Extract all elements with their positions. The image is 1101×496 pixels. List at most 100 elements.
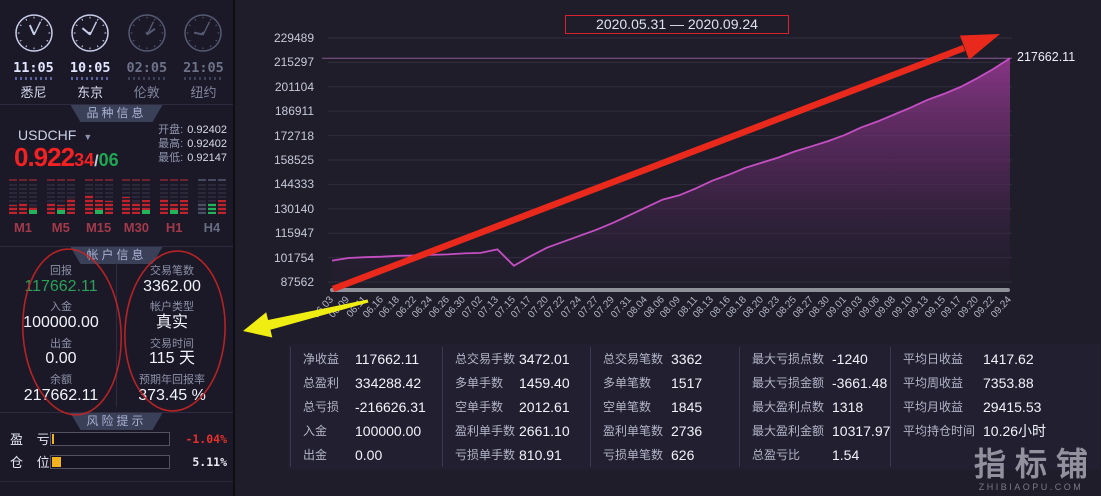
- stats-group-1: 净收益 117662.11 总盈利 334288.42 总亏损 -216626.31 入金 1…: [290, 347, 426, 467]
- y-axis-tick: 158525: [273, 153, 314, 167]
- stat-row: 最大亏损金额 -3661.48: [752, 371, 890, 395]
- account-stat-value: 217662.11: [23, 386, 99, 404]
- y-axis-tick: 115947: [274, 226, 314, 240]
- account-stat-label: 出金: [50, 337, 72, 350]
- account-stat: 预期年回报率 373.45 %: [117, 374, 227, 405]
- stat-row: 平均日收益 1417.62: [903, 347, 1046, 371]
- stat-value: 117662.11: [355, 351, 420, 367]
- watermark-url: ZHIBIAOPU.COM: [978, 482, 1084, 492]
- stat-label: 总交易笔数: [603, 352, 664, 366]
- stat-value: 2736: [671, 423, 703, 439]
- stat-value: 7353.88: [983, 375, 1034, 391]
- stat-value: -1240: [832, 351, 868, 367]
- stat-value: 1417.62: [983, 351, 1034, 367]
- stat-row: 净收益 117662.11: [303, 347, 426, 371]
- sidebar: 11:05 悉尼 10:05 东京 02:05 伦敦 21:05 纽约 品种信息 USDCHF…: [0, 0, 235, 496]
- mini-bars: [157, 179, 191, 214]
- account-stat-value: 100000.00: [23, 313, 99, 331]
- mini-bars: [82, 179, 116, 214]
- symbol-selector[interactable]: USDCHF ▼: [18, 127, 92, 143]
- mini-bars: [44, 179, 78, 214]
- stats-group-5: 平均日收益 1417.62 平均周收益 7353.88 平均月收益 29415.53 平均持…: [890, 347, 1046, 467]
- clock-city: 伦敦: [133, 85, 160, 100]
- stat-label: 盈利单手数: [455, 424, 516, 438]
- account-stat-value: 真实: [155, 313, 188, 331]
- risk-row-1: 盈 亏 -1.04%: [10, 431, 227, 447]
- mini-bars: [195, 179, 229, 214]
- stat-label: 平均日收益: [903, 352, 964, 366]
- stat-value: 1318: [832, 399, 864, 415]
- timeframe-M5[interactable]: M5: [44, 179, 78, 235]
- stat-value: 1.54: [832, 447, 860, 463]
- stat-row: 总交易笔数 3362: [603, 347, 702, 371]
- clock-dots: [14, 77, 53, 80]
- stats-group-4: 最大亏损点数 -1240 最大亏损金额 -3661.48 最大盈利点数 1318 最大盈利金…: [739, 347, 890, 467]
- stat-row: 最大盈利金额 10317.97: [752, 419, 890, 443]
- stat-value: 334288.42: [355, 375, 422, 391]
- timeframe-H1[interactable]: H1: [157, 179, 191, 235]
- timeframe-H4[interactable]: H4: [195, 179, 229, 235]
- ohl-block: 开盘: 0.92402 最高: 0.92402 最低: 0.92147: [158, 123, 227, 165]
- y-axis-tick: 101754: [273, 251, 314, 265]
- stat-row: 总交易手数 3472.01: [455, 347, 570, 371]
- high-row: 最高: 0.92402: [158, 138, 227, 150]
- clock-city: 纽约: [190, 85, 217, 100]
- symbol-section-header: 品种信息: [0, 104, 233, 121]
- account-stat-value: 117662.11: [24, 277, 98, 295]
- main-panel: 2020.05.31 — 2020.09.24 217662.11 净收益 117…: [235, 0, 1101, 496]
- account-col-right: 交易笔数 3362.00 帐户类型 真实 交易时间 115 天预期年回报率 373.45 %: [116, 263, 227, 407]
- final-balance-label: 217662.11: [1017, 50, 1076, 64]
- timeframe-label: H1: [165, 220, 183, 235]
- risk-gauge-fill: [52, 456, 62, 467]
- account-stat: 交易时间 115 天: [117, 338, 227, 369]
- clock-dots: [127, 77, 166, 80]
- y-axis-tick: 130140: [273, 202, 314, 216]
- stat-row: 空单笔数 1845: [603, 395, 702, 419]
- risk-value: 5.11%: [192, 454, 227, 469]
- risk-gauge: [50, 454, 170, 469]
- bid-price: 0.92234/06: [14, 142, 119, 172]
- chart-scrollbar[interactable]: [330, 288, 1010, 292]
- equity-curve-chart: [322, 37, 1012, 283]
- account-section-header: 帐户信息: [0, 246, 233, 263]
- y-axis-tick: 201104: [274, 80, 314, 94]
- stat-label: 多单笔数: [603, 376, 652, 390]
- stat-value: 10.26小时: [983, 423, 1047, 439]
- risk-value: -1.04%: [185, 431, 227, 446]
- account-info: 回报 117662.11 入金 100000.00 出金 0.00 余额 217662.11 …: [6, 263, 227, 407]
- timeframe-M15[interactable]: M15: [82, 179, 116, 235]
- open-row: 开盘: 0.92402: [158, 124, 227, 136]
- high-value: 0.92402: [187, 138, 227, 150]
- date-range-text: 2020.05.31 — 2020.09.24: [596, 16, 758, 32]
- y-axis-tick: 186911: [274, 104, 314, 118]
- stat-label: 总盈亏比: [752, 448, 801, 462]
- y-axis-tick: 172718: [273, 129, 314, 143]
- stat-row: 多单手数 1459.40: [455, 371, 570, 395]
- timeframe-label: M5: [51, 220, 70, 235]
- clock-time: 02:05: [126, 60, 168, 76]
- section-title-risk: 风险提示: [70, 413, 162, 430]
- price-main: 0.922: [14, 142, 75, 172]
- stat-row: 多单笔数 1517: [603, 371, 702, 395]
- stat-value: -216626.31: [355, 399, 426, 415]
- timeframe-label: M30: [123, 220, 150, 235]
- timeframe-M30[interactable]: M30: [119, 179, 153, 235]
- stat-value: 29415.53: [983, 399, 1042, 415]
- stat-value: 100000.00: [355, 423, 422, 439]
- risk-label: 仓 位: [10, 455, 55, 470]
- clock-city: 东京: [77, 85, 104, 100]
- stat-row: 空单手数 2012.61: [455, 395, 570, 419]
- symbol-label: USDCHF: [18, 127, 77, 143]
- y-axis-tick: 215297: [273, 55, 314, 69]
- stat-label: 平均持仓时间: [903, 424, 976, 438]
- account-stat: 入金 100000.00: [6, 301, 116, 332]
- timeframe-M1[interactable]: M1: [6, 179, 40, 235]
- stat-label: 最大亏损点数: [752, 352, 825, 366]
- stat-label: 盈利单笔数: [603, 424, 664, 438]
- date-range-title: 2020.05.31 — 2020.09.24: [565, 15, 789, 34]
- world-clock-2: 10:05 东京: [63, 12, 118, 101]
- stat-value: 1459.40: [519, 375, 570, 391]
- stat-row: 最大亏损点数 -1240: [752, 347, 890, 371]
- clock-dots: [71, 77, 110, 80]
